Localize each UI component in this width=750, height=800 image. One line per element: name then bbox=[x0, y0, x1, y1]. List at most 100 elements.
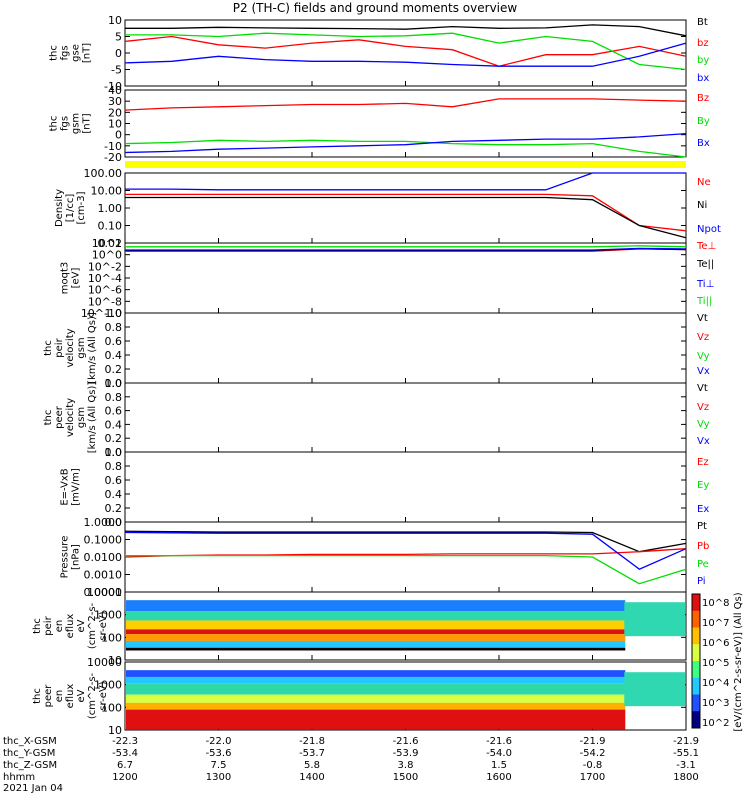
y-tick-label: 0.2 bbox=[105, 432, 123, 445]
legend-entry: Ti⊥ bbox=[696, 279, 714, 290]
electron-spectrogram bbox=[126, 670, 685, 730]
y-tick-label: 0.01 bbox=[98, 237, 123, 250]
y-axis-label: sr-eV) bbox=[98, 611, 109, 640]
axis-row-value: 1300 bbox=[206, 772, 231, 783]
y-tick-label: 1.0 bbox=[105, 307, 123, 320]
axis-row-value: 1700 bbox=[580, 772, 605, 783]
axis-row-value: -54.2 bbox=[580, 748, 606, 759]
axis-row-value: -0.8 bbox=[583, 760, 603, 771]
legend-entry: Npot bbox=[697, 224, 721, 235]
panel-frame-6 bbox=[124, 451, 687, 523]
spectrogram-band bbox=[126, 709, 626, 730]
series-line-by bbox=[125, 32, 687, 71]
series-line-Pi bbox=[124, 531, 687, 570]
colorbar-segment bbox=[692, 610, 700, 628]
colorbar-label: [eV/(cm^2-s-sr-eV)] (All Qs) bbox=[733, 592, 744, 731]
y-tick-label: 20 bbox=[108, 106, 122, 119]
y-axis-label: gsm bbox=[71, 113, 82, 134]
y-tick-label: 0.0010 bbox=[84, 569, 123, 582]
spectrogram-band bbox=[126, 683, 626, 695]
y-tick-label: 10^-8 bbox=[88, 295, 122, 308]
legend-entry: Pe bbox=[697, 559, 709, 570]
legend-entry: Bt bbox=[697, 17, 708, 28]
y-tick-label: 10000 bbox=[87, 586, 122, 599]
y-axis-label: peir bbox=[54, 337, 65, 357]
y-axis-label: en bbox=[54, 690, 65, 703]
axis-row-value: 1800 bbox=[673, 772, 698, 783]
y-tick-label: 100.00 bbox=[84, 167, 123, 180]
y-tick-label: 0.0001 bbox=[84, 586, 123, 599]
y-tick-label: 30 bbox=[108, 95, 122, 108]
legend-entry: Ne bbox=[697, 177, 711, 188]
axis-row-value: -21.6 bbox=[393, 736, 419, 747]
legend-entry: Pt bbox=[697, 521, 707, 532]
legend-entry: Vy bbox=[697, 351, 710, 362]
legend-entry: Ni bbox=[697, 200, 707, 211]
y-axis-label: peer bbox=[54, 405, 65, 429]
y-tick-label: 0 bbox=[115, 129, 122, 142]
y-axis-label: gsm bbox=[76, 337, 87, 358]
axis-row-value: -55.1 bbox=[673, 748, 699, 759]
y-tick-label: -5 bbox=[111, 64, 122, 77]
series-line-Bz bbox=[124, 98, 687, 111]
legend-entry: Vx bbox=[697, 436, 710, 447]
legend-entry: Bx bbox=[697, 138, 710, 149]
y-axis-label: [km/s (All Qs)] bbox=[87, 382, 98, 454]
y-axis-label: [nPa] bbox=[71, 544, 82, 570]
y-tick-label: 10 bbox=[108, 14, 122, 27]
y-axis-label: thc bbox=[32, 618, 43, 634]
y-tick-label: 5 bbox=[115, 31, 122, 44]
spectrogram-band bbox=[126, 647, 626, 651]
spectrogram-band bbox=[126, 694, 626, 703]
legend-entry: by bbox=[697, 55, 709, 66]
axis-row-value: 1400 bbox=[299, 772, 324, 783]
spectrogram-band bbox=[126, 640, 626, 648]
y-tick-label: 0.6 bbox=[105, 474, 123, 487]
legend-entry: Vz bbox=[697, 332, 709, 343]
colorbar-segment bbox=[692, 627, 700, 645]
y-axis-label: peir bbox=[43, 615, 54, 635]
y-tick-label: 0.8 bbox=[105, 391, 123, 404]
colorbar-tick-label: 10^4 bbox=[702, 678, 729, 689]
axis-row-value: 1500 bbox=[393, 772, 418, 783]
legend-entry: Vz bbox=[697, 402, 709, 413]
legend-entry: Te⊥ bbox=[696, 241, 716, 252]
y-axis-label: eV bbox=[76, 689, 87, 702]
panel-frame-2 bbox=[124, 172, 687, 244]
legend-entry: bx bbox=[697, 73, 709, 84]
y-tick-label: 1000 bbox=[94, 679, 122, 692]
y-axis-label: Density bbox=[54, 189, 65, 227]
y-axis-label: fgs bbox=[60, 45, 71, 60]
y-tick-label: 1.00 bbox=[98, 202, 123, 215]
series-line-Pt bbox=[124, 530, 687, 553]
legend-entry: Vx bbox=[697, 366, 710, 377]
y-tick-label: 10^-10 bbox=[81, 307, 122, 320]
y-axis-label: Pressure bbox=[60, 536, 71, 579]
axis-row-value: -53.6 bbox=[206, 748, 232, 759]
y-tick-label: 0.0 bbox=[105, 377, 123, 390]
legend-entry: By bbox=[697, 116, 710, 127]
axis-row-value: 7.5 bbox=[211, 760, 227, 771]
spectrogram-band bbox=[126, 670, 626, 677]
y-tick-label: -20 bbox=[104, 151, 122, 164]
legend-entry: Pb bbox=[697, 541, 709, 552]
spectrogram-band bbox=[126, 611, 626, 621]
y-tick-label: -10 bbox=[104, 140, 122, 153]
colorbar-tick-label: 10^8 bbox=[702, 598, 729, 609]
spectrogram-band bbox=[126, 600, 626, 612]
y-axis-label: thc bbox=[43, 340, 54, 356]
y-axis-label: eV bbox=[76, 619, 87, 632]
y-tick-label: 100 bbox=[101, 701, 122, 714]
legend-entry: bz bbox=[697, 38, 709, 49]
legend-entry: Te|| bbox=[696, 259, 714, 270]
spectrogram-band bbox=[624, 602, 685, 637]
y-tick-label: 1000 bbox=[94, 609, 122, 622]
y-tick-label: 10^-2 bbox=[88, 260, 122, 273]
series-line-Bt bbox=[125, 24, 687, 37]
series-line-Npot bbox=[125, 172, 686, 191]
axis-row-label: thc_Z-GSM bbox=[3, 760, 57, 771]
y-axis-label: velocity bbox=[65, 328, 76, 367]
axis-row-value: -3.1 bbox=[676, 760, 696, 771]
